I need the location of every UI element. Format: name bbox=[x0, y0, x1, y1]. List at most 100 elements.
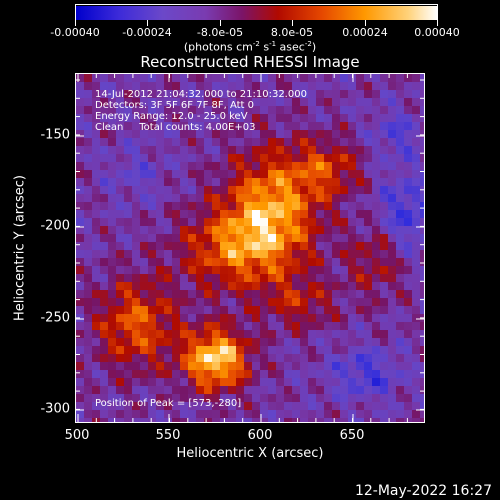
heatmap-cell bbox=[180, 234, 189, 243]
heatmap-cell bbox=[132, 162, 141, 171]
heatmap-cell bbox=[340, 82, 349, 91]
heatmap-cell bbox=[324, 138, 333, 147]
heatmap-cell bbox=[132, 314, 141, 323]
heatmap-cell bbox=[84, 322, 93, 331]
heatmap-cell bbox=[100, 202, 109, 211]
heatmap-cell bbox=[276, 258, 285, 267]
heatmap-cell bbox=[284, 98, 293, 107]
heatmap-cell bbox=[108, 290, 117, 299]
heatmap-cell bbox=[348, 106, 357, 115]
heatmap-cell bbox=[348, 378, 357, 387]
heatmap-cell bbox=[156, 362, 165, 371]
heatmap-cell bbox=[188, 330, 197, 339]
heatmap-cell bbox=[228, 314, 237, 323]
heatmap-cell bbox=[132, 234, 141, 243]
heatmap-cell bbox=[364, 290, 373, 299]
heatmap-cell bbox=[324, 338, 333, 347]
heatmap-cell bbox=[380, 178, 389, 187]
heatmap-cell bbox=[132, 98, 141, 107]
heatmap-cell bbox=[100, 362, 109, 371]
heatmap-cell bbox=[252, 322, 261, 331]
heatmap-cell bbox=[180, 394, 189, 403]
heatmap-cell bbox=[412, 218, 421, 227]
heatmap-cell bbox=[332, 122, 341, 131]
heatmap-cell bbox=[364, 154, 373, 163]
heatmap-cell bbox=[404, 298, 413, 307]
heatmap-cell bbox=[164, 82, 173, 91]
heatmap-cell bbox=[404, 130, 413, 139]
heatmap-cell bbox=[332, 322, 341, 331]
heatmap-cell bbox=[180, 362, 189, 371]
heatmap-cell bbox=[412, 394, 421, 403]
heatmap-cell bbox=[196, 338, 205, 347]
heatmap-cell bbox=[108, 338, 117, 347]
heatmap-cell bbox=[308, 346, 317, 355]
heatmap-cell bbox=[140, 162, 149, 171]
heatmap-cell bbox=[108, 178, 117, 187]
heatmap-cell bbox=[180, 226, 189, 235]
heatmap-cell bbox=[420, 106, 424, 115]
heatmap-cell bbox=[268, 122, 277, 131]
heatmap-cell bbox=[188, 178, 197, 187]
heatmap-cell bbox=[252, 218, 261, 227]
heatmap-cell bbox=[292, 162, 301, 171]
heatmap-cell bbox=[292, 346, 301, 355]
heatmap-cell bbox=[236, 98, 245, 107]
heatmap-cell bbox=[308, 170, 317, 179]
heatmap-cell bbox=[404, 274, 413, 283]
heatmap-cell bbox=[132, 106, 141, 115]
heatmap-cell bbox=[236, 90, 245, 99]
heatmap-cell bbox=[100, 258, 109, 267]
heatmap-cell bbox=[212, 354, 221, 363]
heatmap-cell bbox=[420, 74, 424, 83]
heatmap-cell bbox=[196, 258, 205, 267]
heatmap-cell bbox=[84, 298, 93, 307]
heatmap-cell bbox=[188, 386, 197, 395]
heatmap-cell bbox=[316, 418, 325, 422]
heatmap-cell bbox=[220, 98, 229, 107]
heatmap-cell bbox=[188, 282, 197, 291]
heatmap-cell bbox=[284, 418, 293, 422]
heatmap-cell bbox=[356, 354, 365, 363]
heatmap-cell bbox=[164, 202, 173, 211]
heatmap-cell bbox=[124, 162, 133, 171]
heatmap-cell bbox=[204, 330, 213, 339]
heatmap-cell bbox=[172, 298, 181, 307]
heatmap-cell bbox=[372, 418, 381, 422]
heatmap-cell bbox=[100, 402, 109, 411]
heatmap-cell bbox=[204, 402, 213, 411]
heatmap-cell bbox=[292, 370, 301, 379]
heatmap-cell bbox=[292, 154, 301, 163]
heatmap-cell bbox=[284, 298, 293, 307]
heatmap-cell bbox=[156, 122, 165, 131]
heatmap-cell bbox=[92, 378, 101, 387]
heatmap-cell bbox=[188, 290, 197, 299]
heatmap-cell bbox=[156, 370, 165, 379]
heatmap-cell bbox=[228, 98, 237, 107]
heatmap-cell bbox=[140, 210, 149, 219]
heatmap-cell bbox=[220, 370, 229, 379]
heatmap-cell bbox=[420, 226, 424, 235]
heatmap-cell bbox=[172, 170, 181, 179]
heatmap-cell bbox=[260, 130, 269, 139]
heatmap-cell bbox=[204, 194, 213, 203]
heatmap-cell bbox=[340, 410, 349, 419]
heatmap-cell bbox=[180, 74, 189, 83]
heatmap-cell bbox=[324, 154, 333, 163]
heatmap-cell bbox=[236, 162, 245, 171]
heatmap-cell bbox=[236, 178, 245, 187]
heatmap-cell bbox=[172, 418, 181, 422]
heatmap-cell bbox=[284, 378, 293, 387]
heatmap-cell bbox=[300, 282, 309, 291]
heatmap-cell bbox=[244, 274, 253, 283]
heatmap-cell bbox=[308, 138, 317, 147]
heatmap-cell bbox=[316, 258, 325, 267]
heatmap-cell bbox=[220, 226, 229, 235]
heatmap-cell bbox=[340, 218, 349, 227]
heatmap-cell bbox=[100, 282, 109, 291]
heatmap-cell bbox=[300, 146, 309, 155]
heatmap-cell bbox=[420, 298, 424, 307]
heatmap-cell bbox=[108, 370, 117, 379]
heatmap-cell bbox=[108, 362, 117, 371]
heatmap-cell bbox=[196, 122, 205, 131]
